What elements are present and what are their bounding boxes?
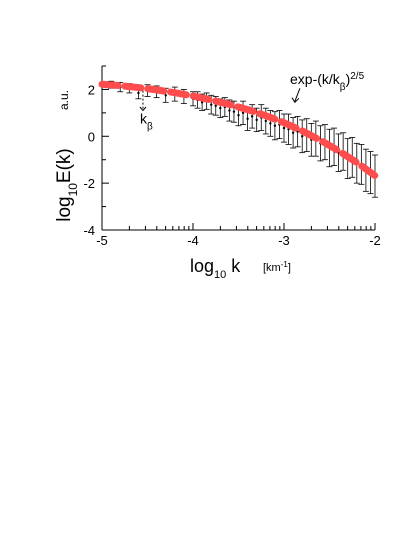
data-point bbox=[137, 91, 140, 95]
data-point bbox=[228, 109, 231, 112]
data-point bbox=[237, 114, 240, 117]
x-tick-label: -3 bbox=[278, 233, 290, 248]
y-tick-label: -2 bbox=[83, 176, 95, 191]
data-point bbox=[250, 115, 254, 118]
y-tick-label: 0 bbox=[88, 129, 95, 144]
y-axis-unit: a.u. bbox=[57, 90, 71, 110]
data-point bbox=[273, 124, 277, 127]
data-point bbox=[264, 119, 267, 123]
axes bbox=[101, 66, 375, 231]
data-point bbox=[200, 101, 204, 104]
data-point bbox=[246, 117, 249, 120]
data-point bbox=[164, 94, 167, 97]
ticks: -4-202-5 -4 -3 -2 bbox=[83, 65, 381, 248]
data-point bbox=[219, 106, 222, 110]
fit-formula-label: exp-(k/kβ)2/5 bbox=[290, 71, 365, 93]
x-axis-unit: [km-1] bbox=[263, 260, 291, 275]
data-point bbox=[282, 126, 286, 130]
data-point bbox=[214, 104, 217, 108]
data-point bbox=[241, 111, 245, 115]
x-axis-label: log10 k bbox=[190, 256, 241, 281]
fit-curve bbox=[98, 80, 379, 180]
x-tick-label: -2 bbox=[369, 233, 381, 248]
data-point bbox=[232, 110, 236, 113]
x-tick-label: -4 bbox=[187, 233, 199, 248]
x-tick-label: -5 bbox=[96, 233, 108, 248]
data-point bbox=[255, 118, 258, 122]
y-axis-label: log10E(k) bbox=[54, 148, 80, 222]
k-beta-label: kβ bbox=[140, 110, 153, 131]
data-point bbox=[301, 135, 304, 138]
fit-label-arrow-line bbox=[294, 88, 301, 102]
y-tick-label: 2 bbox=[88, 82, 95, 97]
annotations: kβ exp-(k/kβ)2/5 bbox=[139, 71, 365, 132]
y-tick-label: -4 bbox=[83, 223, 95, 238]
data-point bbox=[210, 103, 213, 106]
k-beta-arrowhead bbox=[139, 106, 147, 112]
fit-label-arrowhead bbox=[291, 97, 300, 104]
data-point bbox=[291, 131, 295, 134]
error-bars bbox=[108, 80, 378, 198]
fit-line bbox=[98, 80, 379, 180]
data-point bbox=[269, 122, 272, 125]
